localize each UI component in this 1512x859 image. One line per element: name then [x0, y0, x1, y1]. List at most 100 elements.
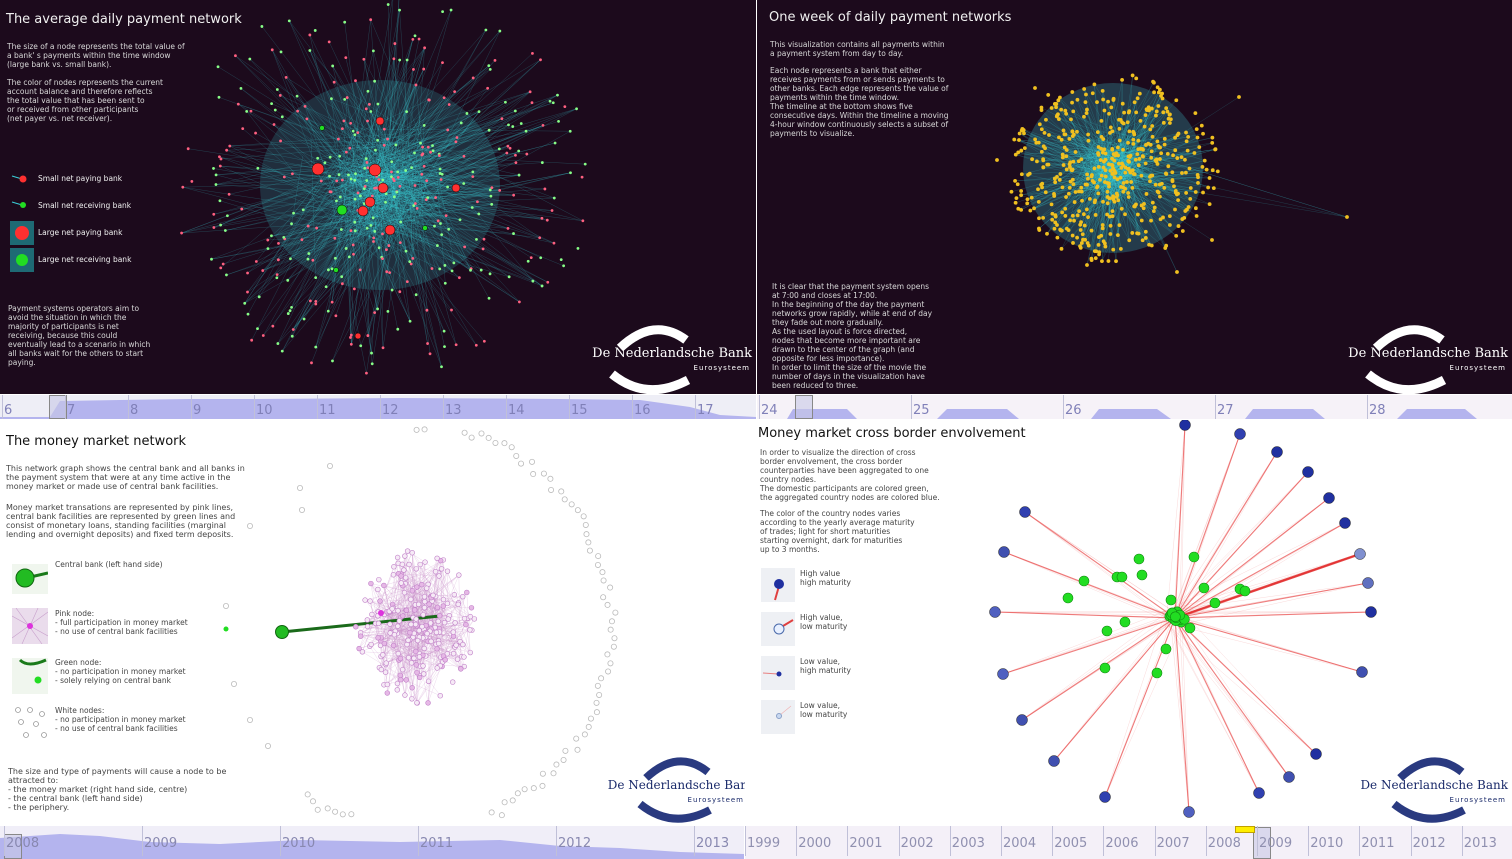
bank-node	[1071, 132, 1076, 137]
bank-node	[398, 241, 402, 245]
money-market-node	[444, 600, 451, 607]
timeline-window-handle[interactable]	[49, 395, 67, 419]
timeline-tick	[1410, 826, 1412, 856]
bank-node	[422, 124, 426, 127]
timeline-label[interactable]: 2005	[1054, 836, 1088, 851]
timeline-label[interactable]: 28	[1369, 403, 1386, 418]
timeline-label[interactable]: 2009	[1259, 836, 1293, 851]
timeline-label[interactable]: 7	[67, 403, 76, 418]
bank-node	[1089, 228, 1094, 233]
domestic-node	[1239, 585, 1251, 597]
timeline-label[interactable]: 2009	[144, 836, 178, 851]
bank-node	[1143, 236, 1148, 240]
bank-node	[1149, 173, 1153, 178]
bank-node	[1103, 180, 1107, 185]
timeline-label[interactable]: 2010	[282, 836, 316, 851]
timeline-label[interactable]: 2006	[1105, 836, 1139, 851]
bank-node	[415, 206, 419, 210]
bank-node	[315, 226, 319, 230]
bank-node	[568, 129, 572, 133]
timeline-label[interactable]: 11	[319, 403, 336, 418]
bank-node	[353, 178, 357, 182]
bank-node	[1108, 131, 1112, 135]
timeline-label[interactable]: 16	[634, 403, 651, 418]
timeline-label[interactable]: 8	[130, 403, 139, 418]
white-node	[461, 429, 468, 436]
legend-low-value-low-maturity: Low value, low maturity	[800, 701, 848, 719]
white-node	[553, 761, 560, 768]
timeline-label[interactable]: 2013	[696, 836, 730, 851]
timeline-label[interactable]: 25	[913, 403, 930, 418]
timeline-label[interactable]: 17	[697, 403, 714, 418]
money-market-node	[408, 596, 414, 603]
timeline-label[interactable]: 2003	[951, 836, 985, 851]
money-market-node	[420, 612, 426, 618]
bank-node	[276, 342, 280, 345]
bank-node	[1175, 270, 1179, 274]
timeline-window-handle[interactable]	[795, 395, 813, 419]
timeline-label[interactable]: 2012	[1412, 836, 1446, 851]
timeline-label[interactable]: 27	[1217, 403, 1234, 418]
legend-white-nodes: White nodes: - no participation in money…	[55, 706, 186, 733]
timeline-label[interactable]: 2011	[420, 836, 454, 851]
timeline-label[interactable]: 24	[761, 403, 778, 418]
white-node	[586, 547, 593, 554]
timeline-years-money-market[interactable]: 2008 2009 2010 2011 2012 2013	[0, 826, 744, 859]
timeline-label[interactable]: 2008	[6, 836, 40, 851]
bank-node	[1075, 213, 1080, 218]
bank-node	[519, 122, 523, 125]
bank-node	[313, 29, 317, 32]
bank-node	[354, 79, 357, 83]
timeline-label[interactable]: 2004	[1003, 836, 1037, 851]
bank-node	[366, 89, 370, 93]
timeline-label[interactable]: 2007	[1156, 836, 1190, 851]
timeline-label[interactable]: 9	[193, 403, 202, 418]
country-node	[1323, 492, 1335, 504]
white-node	[573, 735, 580, 742]
bank-node	[450, 269, 454, 273]
bank-node	[1136, 147, 1141, 152]
bank-node	[512, 193, 516, 197]
timeline-label[interactable]: 12	[382, 403, 399, 418]
timeline-label[interactable]: 26	[1065, 403, 1082, 418]
white-node	[514, 790, 521, 797]
timeline-label[interactable]: 2000	[798, 836, 832, 851]
bank-node	[1013, 178, 1017, 183]
timeline-days[interactable]: 24 25 26 27 28	[757, 395, 1512, 419]
bank-node	[331, 64, 335, 68]
bank-node	[377, 246, 381, 250]
timeline-label[interactable]: 14	[508, 403, 525, 418]
money-market-node	[420, 663, 426, 669]
domestic-node	[1078, 575, 1090, 587]
money-market-node	[436, 640, 442, 647]
bank-node	[308, 299, 312, 303]
timeline-label[interactable]: 6	[4, 403, 13, 418]
timeline-label[interactable]: 2011	[1361, 836, 1395, 851]
timeline-label[interactable]: 2008	[1207, 836, 1241, 851]
timeline-label[interactable]: 2002	[900, 836, 934, 851]
bank-node	[497, 147, 501, 151]
bank-node	[1133, 157, 1138, 162]
timeline-label[interactable]: 15	[571, 403, 588, 418]
timeline-years-cross-border[interactable]: 1999 2000 2001 2002 2003 2004 2005 2006 2007 2008…	[745, 826, 1512, 859]
bank-node	[362, 187, 366, 191]
timeline-hours[interactable]: 6 7 8 9 10 11 12 13 14 15 16 17	[0, 395, 756, 419]
bank-node	[279, 139, 282, 143]
timeline-label[interactable]: 2013	[1463, 836, 1497, 851]
timeline-label[interactable]: 2012	[558, 836, 592, 851]
bank-node	[314, 299, 318, 303]
bank-node	[1148, 127, 1153, 132]
bank-node	[257, 295, 261, 299]
white-node	[585, 539, 592, 546]
bank-node	[270, 234, 273, 238]
low-value-high-maturity-icon	[761, 656, 795, 690]
white-nodes-icon	[12, 705, 52, 741]
money-market-node	[415, 637, 421, 644]
timeline-label[interactable]: 2010	[1310, 836, 1344, 851]
timeline-label[interactable]: 2001	[849, 836, 883, 851]
bank-node	[426, 196, 430, 199]
bank-node	[545, 218, 549, 222]
timeline-label[interactable]: 1999	[747, 836, 781, 851]
timeline-label[interactable]: 13	[445, 403, 462, 418]
timeline-label[interactable]: 10	[256, 403, 273, 418]
